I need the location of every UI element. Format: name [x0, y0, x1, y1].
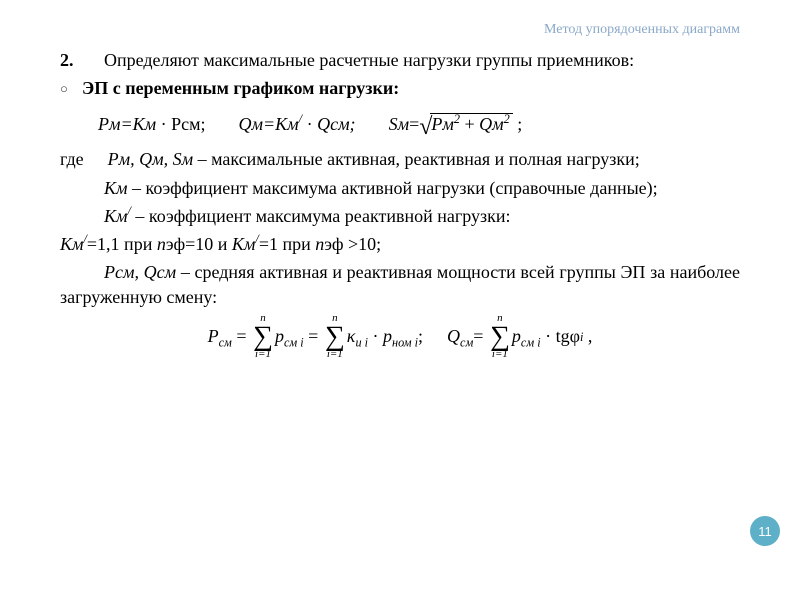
def-2: Kм – коэффициент максимума активной нагр… [60, 176, 740, 200]
formula-row: Pм=Kм · Pсм; Qм=Kм/ · Qсм; Sм=√Pм2 + Qм2… [98, 110, 740, 137]
def-5: Pсм, Qсм – средняя активная и реактивная… [60, 260, 740, 309]
bullet-item: ○ ЭП с переменным графиком нагрузки: [60, 78, 740, 100]
def-1: гдеPм, Qм, Sм – максимальные активная, р… [60, 147, 740, 171]
summation-formula: Pсм = n∑i=1 pсм i = n∑i=1 κи i · pном i … [60, 313, 740, 360]
bullet-icon: ○ [60, 78, 82, 100]
section-header: Метод упорядоченных диаграмм [60, 22, 740, 38]
sum-q: Qсм = n∑i=1 pсм i · tgφi , [447, 313, 592, 360]
def-4: Kм/=1,1 при nэф=10 и Kм/=1 при nэф >10; [60, 232, 740, 256]
formula-p: Pм=Kм · Pсм; [98, 114, 206, 134]
def-3: Kм/ – коэффициент максимума реактивной н… [60, 204, 740, 228]
formula-s: Sм=√Pм2 + Qм2 ; [389, 114, 523, 134]
item-text: Определяют максимальные расчетные нагруз… [104, 48, 740, 72]
bullet-text: ЭП с переменным графиком нагрузки: [82, 78, 740, 99]
page-number-badge: 11 [750, 516, 780, 546]
item-number: 2. [60, 48, 104, 72]
formula-q: Qм=Kм/ · Qсм; [239, 114, 356, 134]
sum-p: Pсм = n∑i=1 pсм i = n∑i=1 κи i · pном i … [208, 313, 423, 360]
numbered-item: 2. Определяют максимальные расчетные наг… [60, 48, 740, 72]
slide: Метод упорядоченных диаграмм 2. Определя… [0, 0, 800, 600]
